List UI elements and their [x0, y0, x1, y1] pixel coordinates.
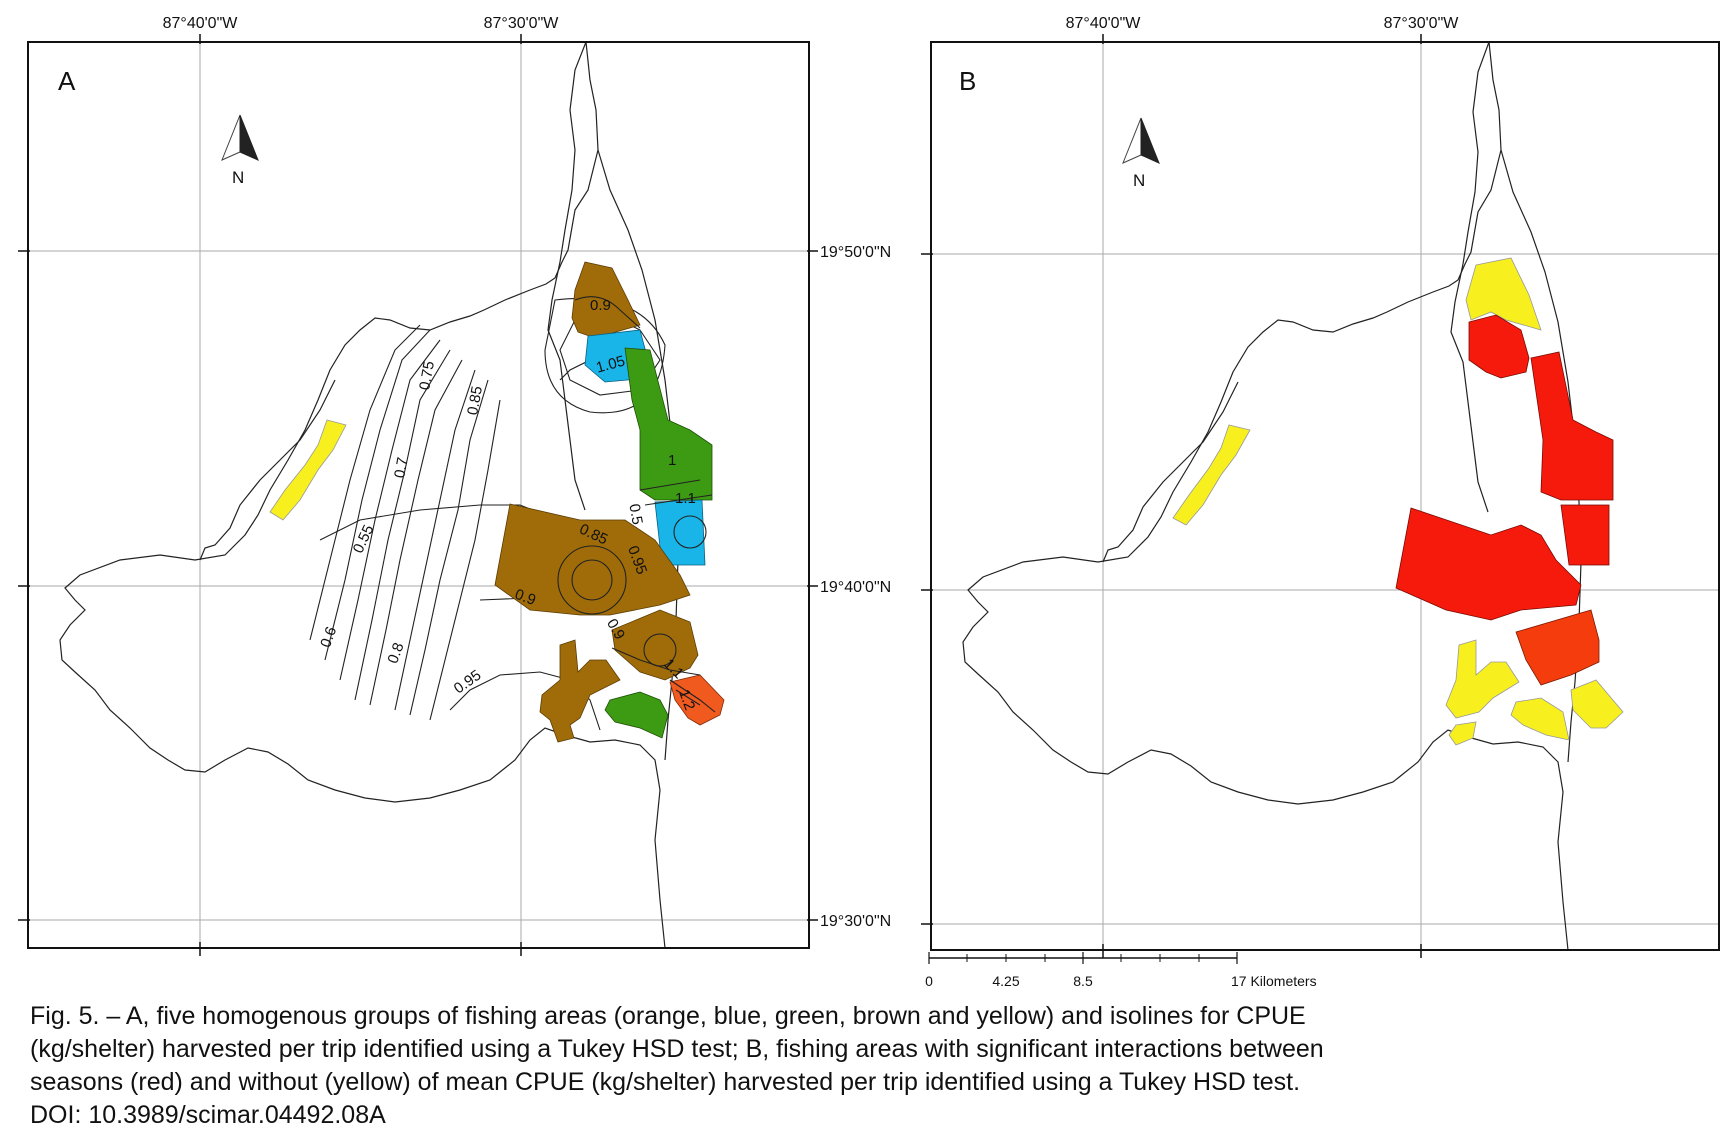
isoline [449, 671, 601, 731]
fishing-area-yellow [1448, 721, 1477, 746]
north-label: N [232, 168, 244, 187]
map-frame [27, 41, 810, 949]
fishing-area-red [1468, 314, 1530, 379]
isoline [319, 504, 546, 541]
inner-lagoon-shore [1450, 263, 1489, 513]
scale-bar-label: 8.5 [1073, 973, 1093, 989]
isoline [611, 647, 701, 676]
fishing-area-brown [611, 609, 699, 681]
isoline [571, 559, 613, 601]
caption-line: seasons (red) and without (yellow) of me… [30, 1068, 1301, 1096]
caption-line: Fig. 5. – A, five homogenous groups of f… [30, 1002, 1306, 1030]
isoline [557, 545, 627, 615]
isoline [394, 369, 476, 711]
panel-b: N B 87°40'0"W 87°30'0"W 0 4.25 [921, 15, 1720, 989]
fishing-area-green [624, 347, 713, 501]
fishing-area-yellow [269, 419, 347, 521]
isoline-label: 1 [668, 452, 676, 469]
isoline-label: 0.85 [464, 385, 486, 417]
longitude-label: 87°40'0"W [163, 15, 239, 32]
scale-bar-label: 4.25 [992, 973, 1019, 989]
isoline [409, 379, 489, 716]
north-arrow-icon [221, 114, 259, 161]
isoline [354, 349, 451, 701]
isoline [324, 329, 431, 661]
fishing-area-red [1530, 351, 1614, 501]
west-coast-strip [1102, 381, 1239, 563]
fishing-area-yellow [1570, 679, 1624, 729]
longitude-label: 87°30'0"W [484, 15, 560, 32]
latitude-label: 19°50'0"N [820, 244, 891, 261]
fishing-area-orange [669, 674, 725, 726]
north-arrow-icon [1122, 117, 1160, 164]
isoline [429, 399, 501, 721]
isoline [643, 633, 677, 667]
map-figure: 0.9 1.05 0.75 0.85 0.7 0.55 0.6 0.8 0.95… [18, 15, 1720, 989]
isoline-label: 0.5 [625, 502, 645, 525]
caption-line: (kg/shelter) harvested per trip identifi… [30, 1035, 1324, 1063]
scale-bar-label: 17 Kilometers [1231, 973, 1317, 989]
scale-bar [928, 952, 1238, 964]
fishing-area-brown [539, 639, 621, 743]
latitude-label: 19°30'0"N [820, 913, 891, 930]
isoline [669, 679, 716, 713]
isoline-label: 0.75 [416, 360, 438, 392]
longitude-label: 87°30'0"W [1384, 15, 1460, 32]
isoline [309, 324, 421, 641]
panel-label: A [58, 66, 76, 96]
fishing-area-red [1395, 507, 1582, 621]
coastline [962, 41, 1569, 951]
isoline-label: 1.2 [675, 687, 698, 712]
isoline-label: 0.9 [513, 586, 538, 609]
panel-label: B [959, 66, 976, 96]
isoline-label: 1.05 [594, 353, 627, 377]
isoline-label: 0.9 [590, 297, 611, 314]
fishing-area-yellow [1172, 424, 1251, 526]
fishing-area-red-orange [1515, 609, 1600, 686]
fishing-area-yellow [1445, 639, 1520, 719]
scale-bar-label: 0 [925, 973, 933, 989]
fishing-area-yellow [1510, 697, 1570, 741]
isoline-label: 0.8 [384, 640, 407, 665]
isoline [574, 296, 641, 329]
map-frame [930, 41, 1720, 951]
coastline [59, 41, 666, 949]
isoline [369, 359, 463, 706]
isoline-label: 0.7 [391, 456, 411, 479]
isoline-label: 1.1 [675, 490, 696, 507]
west-coast-strip [199, 379, 336, 561]
fishing-area-yellow [1465, 257, 1542, 331]
isoline [559, 309, 661, 396]
figure-caption: Fig. 5. – A, five homogenous groups of f… [30, 1000, 1700, 1132]
north-label: N [1133, 171, 1145, 190]
longitude-label: 87°40'0"W [1066, 15, 1142, 32]
panel-a: 0.9 1.05 0.75 0.85 0.7 0.55 0.6 0.8 0.95… [18, 15, 891, 956]
isoline [639, 479, 713, 506]
isoline [339, 339, 441, 681]
caption-doi: DOI: 10.3989/scimar.04492.08A [30, 1101, 386, 1129]
isoline [673, 515, 707, 549]
isoline-label: 0.6 [317, 624, 340, 649]
latitude-label: 19°40'0"N [820, 579, 891, 596]
fishing-area-green [604, 691, 669, 739]
fishing-area-red [1560, 504, 1610, 566]
